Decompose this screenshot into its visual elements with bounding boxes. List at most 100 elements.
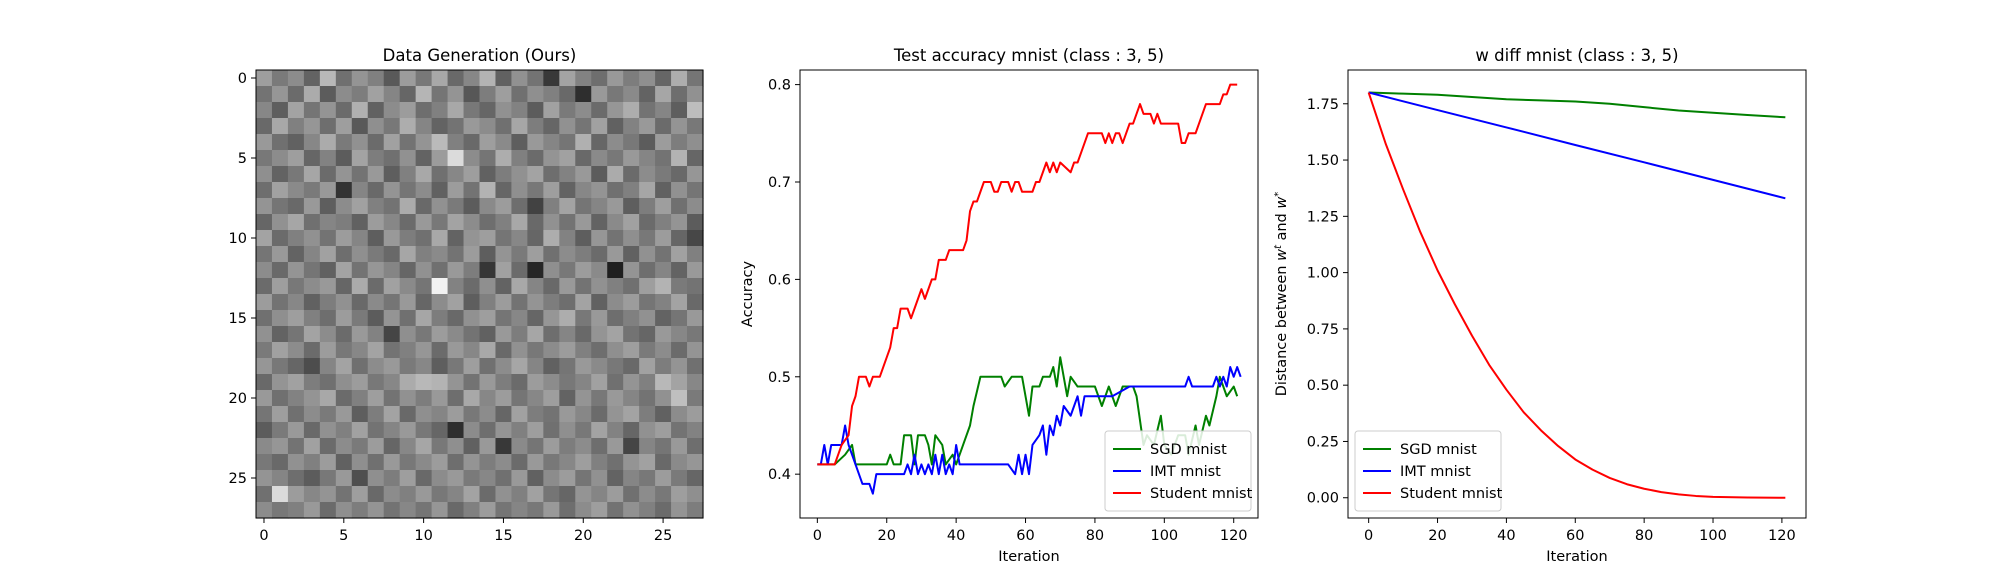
heatmap-cell	[687, 150, 704, 167]
heatmap-cell	[671, 390, 688, 407]
heatmap-cell	[335, 166, 353, 183]
heatmap-cell	[559, 310, 576, 327]
heatmap-cell	[447, 278, 465, 295]
heatmap-cell	[623, 422, 640, 439]
heatmap-cell	[559, 342, 576, 359]
heatmap-cell	[671, 230, 688, 247]
heatmap-cell	[623, 374, 640, 391]
heatmap-cell	[687, 134, 704, 151]
heatmap-cell	[256, 342, 273, 359]
heatmap-cell	[559, 374, 576, 391]
heatmap-cell	[303, 102, 321, 119]
heatmap-cell	[687, 502, 704, 519]
heatmap-cell	[335, 454, 353, 471]
heatmap-cell	[415, 278, 433, 295]
heatmap-cell	[655, 486, 672, 503]
heatmap-cell	[447, 246, 465, 263]
heatmap-cell	[687, 86, 704, 103]
heatmap-cell	[479, 454, 497, 471]
legend-box	[1354, 430, 1502, 512]
legend-label: Student mnist	[1400, 486, 1503, 502]
heatmap-cell	[447, 390, 465, 407]
x-tick-label: 100	[1699, 528, 1727, 544]
heatmap-cell	[639, 166, 656, 183]
heatmap-cell	[479, 406, 497, 423]
heatmap-cell	[415, 86, 433, 103]
heatmap-cell	[591, 198, 608, 215]
heatmap-cell	[335, 294, 353, 311]
heatmap-cell	[256, 198, 273, 215]
heatmap-cell	[271, 150, 289, 167]
heatmap-cell	[575, 438, 592, 455]
heatmap-cell	[303, 198, 321, 215]
y-tick-label: 0.25	[1307, 434, 1339, 450]
heatmap-cell	[463, 198, 481, 215]
heatmap-cell	[287, 214, 305, 231]
heatmap-cell	[319, 310, 337, 327]
heatmap-cell	[655, 118, 672, 135]
heatmap-cell	[319, 262, 337, 279]
x-tick-label: 5	[339, 528, 348, 544]
heatmap-cell	[415, 454, 433, 471]
heatmap-cell	[463, 278, 481, 295]
heatmap-cell	[607, 134, 624, 151]
heatmap-cell	[543, 182, 560, 199]
x-axis-label: Iteration	[1546, 549, 1608, 565]
heatmap-cell	[559, 390, 576, 407]
heatmap-cell	[511, 214, 528, 231]
heatmap-cell	[431, 470, 449, 487]
heatmap-cell	[367, 422, 385, 439]
heatmap-cell	[655, 230, 672, 247]
heatmap-cell	[431, 102, 449, 119]
heatmap-cell	[575, 118, 592, 135]
heatmap-cell	[559, 438, 576, 455]
heatmap-cell	[639, 422, 656, 439]
heatmap-cell	[479, 230, 497, 247]
heatmap-cell	[511, 438, 528, 455]
heatmap-cell	[415, 438, 433, 455]
heatmap-cell	[399, 214, 417, 231]
heatmap-cell	[479, 70, 497, 87]
heatmap-cell	[511, 278, 528, 295]
heatmap-cell	[303, 438, 321, 455]
y-tick-label: 0.75	[1307, 322, 1339, 338]
heatmap-cell	[495, 262, 513, 279]
heatmap-cell	[303, 70, 321, 87]
heatmap-cell	[383, 294, 401, 311]
heatmap-cell	[287, 374, 305, 391]
heatmap-cell	[319, 486, 337, 503]
heatmap-cell	[591, 230, 608, 247]
heatmap-cell	[287, 262, 305, 279]
heatmap-cell	[511, 326, 528, 343]
heatmap-cell	[383, 134, 401, 151]
heatmap-cell	[319, 406, 337, 423]
x-tick-label: 25	[654, 528, 672, 544]
heatmap-cell	[303, 278, 321, 295]
heatmap-cell	[287, 86, 305, 103]
heatmap-cell	[607, 166, 624, 183]
heatmap-cell	[351, 422, 369, 439]
heatmap-cell	[431, 214, 449, 231]
heatmap-cell	[575, 406, 592, 423]
heatmap-cell	[671, 358, 688, 375]
heatmap-cell	[607, 278, 624, 295]
heatmap-cell	[591, 150, 608, 167]
heatmap-cell	[479, 278, 497, 295]
heatmap-cell	[687, 166, 704, 183]
plot-frame	[1347, 69, 1807, 519]
heatmap-cell	[591, 118, 608, 135]
heatmap-cell	[399, 134, 417, 151]
heatmap-cell	[303, 214, 321, 231]
heatmap-cell	[287, 502, 305, 519]
heatmap-cell	[367, 246, 385, 263]
heatmap-cell	[383, 438, 401, 455]
heatmap-cell	[383, 150, 401, 167]
heatmap-cell	[543, 230, 560, 247]
heatmap-cell	[447, 502, 465, 519]
heatmap-cell	[287, 470, 305, 487]
heatmap-cell	[639, 102, 656, 119]
heatmap-cell	[351, 198, 369, 215]
heatmap-cell	[271, 102, 289, 119]
heatmap-cell	[303, 182, 321, 199]
heatmap-cell	[447, 438, 465, 455]
